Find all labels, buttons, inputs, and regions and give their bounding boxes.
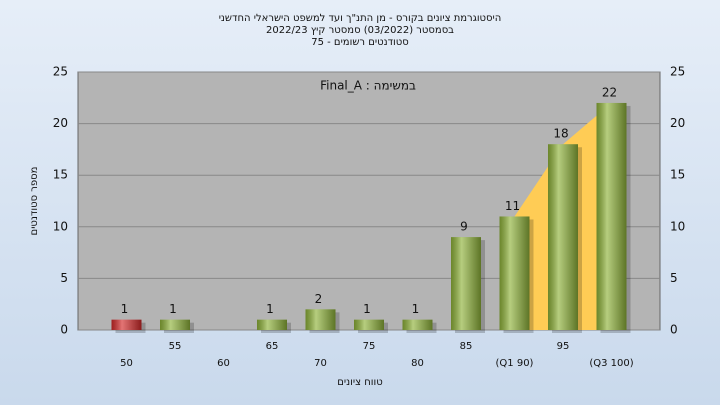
bar-shading [257, 319, 287, 330]
title-line: סטודנטים רשומים - 75 [311, 37, 409, 48]
data-label: 9 [460, 220, 468, 234]
data-label: 2 [315, 292, 323, 306]
y-tick-label: 15 [53, 168, 68, 182]
title-line: בסמסטר (03/2022) סמסטר קיץ 2022/23 [266, 25, 454, 36]
data-label: 11 [505, 199, 520, 213]
bar-shading [354, 319, 384, 330]
data-label: 1 [121, 302, 129, 316]
x-tick-label: 60 [217, 358, 230, 369]
data-label: 22 [602, 85, 617, 99]
y2-tick-label: 0 [670, 323, 678, 337]
x-tick-label: 55 [169, 341, 182, 352]
bar-shading [111, 319, 142, 330]
bar-shading [548, 144, 578, 330]
y-tick-label: 0 [60, 323, 68, 337]
bar-shading [499, 216, 530, 330]
x-tick-label: (Q3 100) [589, 358, 633, 369]
y2-tick-label: 5 [670, 271, 678, 285]
x-axis-label: טווח ציונים [337, 377, 382, 388]
data-label: 18 [553, 127, 568, 141]
y-tick-label: 10 [53, 219, 68, 233]
data-label: 1 [169, 302, 177, 316]
bar-shading [596, 102, 627, 331]
bar-shading [305, 309, 336, 330]
title-line: היסטוגרמת ציונים בקורס - מן התנ"ך ועד למ… [219, 13, 502, 24]
x-tick-label: 70 [314, 358, 327, 369]
y-tick-label: 20 [53, 116, 68, 130]
data-label: 1 [363, 302, 371, 316]
annotation: במשימה : Final_A [320, 79, 416, 93]
y-axis-label: מספר סטודנטים [29, 167, 40, 236]
x-tick-label: 95 [557, 341, 570, 352]
x-tick-label: (Q1 90) [496, 358, 534, 369]
y2-tick-label: 15 [670, 168, 685, 182]
y2-tick-label: 20 [670, 116, 685, 130]
bar-shading [160, 319, 190, 330]
bar-shading [402, 319, 433, 330]
data-label: 1 [266, 302, 274, 316]
x-tick-label: 75 [363, 341, 376, 352]
y2-tick-label: 25 [670, 65, 685, 79]
x-tick-label: 65 [266, 341, 279, 352]
y2-tick-label: 10 [670, 219, 685, 233]
y-tick-label: 25 [53, 65, 68, 79]
y-tick-label: 5 [60, 271, 68, 285]
data-label: 1 [412, 302, 420, 316]
bar-shading [451, 237, 481, 330]
x-tick-label: 80 [411, 358, 424, 369]
x-tick-label: 50 [120, 358, 133, 369]
x-tick-label: 85 [460, 341, 473, 352]
